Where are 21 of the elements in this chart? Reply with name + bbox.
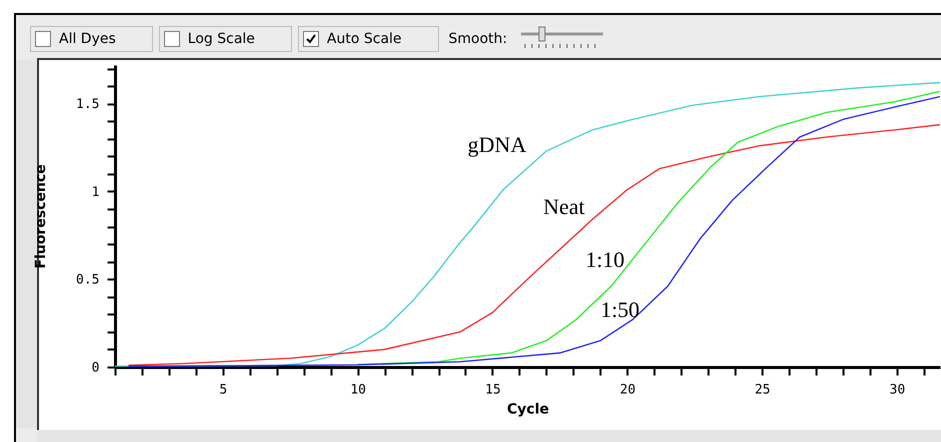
text: Auto Scale (326, 31, 402, 47)
x-tick-label: 30 (890, 382, 906, 398)
y-axis-title: Fluorescence (33, 164, 50, 269)
x-tick-label: 10 (350, 382, 366, 398)
series-label: gDNA (468, 132, 526, 157)
x-tick-label: 25 (754, 382, 770, 398)
line-series (356, 90, 940, 366)
text: Smooth: (448, 31, 508, 47)
x-axis-title: Cycle (507, 402, 549, 418)
y-tick-label: 0 (92, 360, 100, 376)
text: Log Scale (188, 31, 255, 47)
x-tick-label: 20 (620, 382, 636, 398)
series-label: Neat (543, 194, 585, 219)
x-tick-label: 15 (485, 382, 501, 398)
y-tick-label: 1 (92, 184, 100, 200)
text: All Dyes (59, 31, 116, 47)
series-label: 1:50 (600, 297, 640, 322)
series-label: 1:10 (585, 247, 625, 272)
y-tick-label: 1.5 (76, 97, 100, 112)
y-tick-label: 0.5 (76, 272, 100, 288)
x-tick-label: 5 (219, 382, 228, 398)
